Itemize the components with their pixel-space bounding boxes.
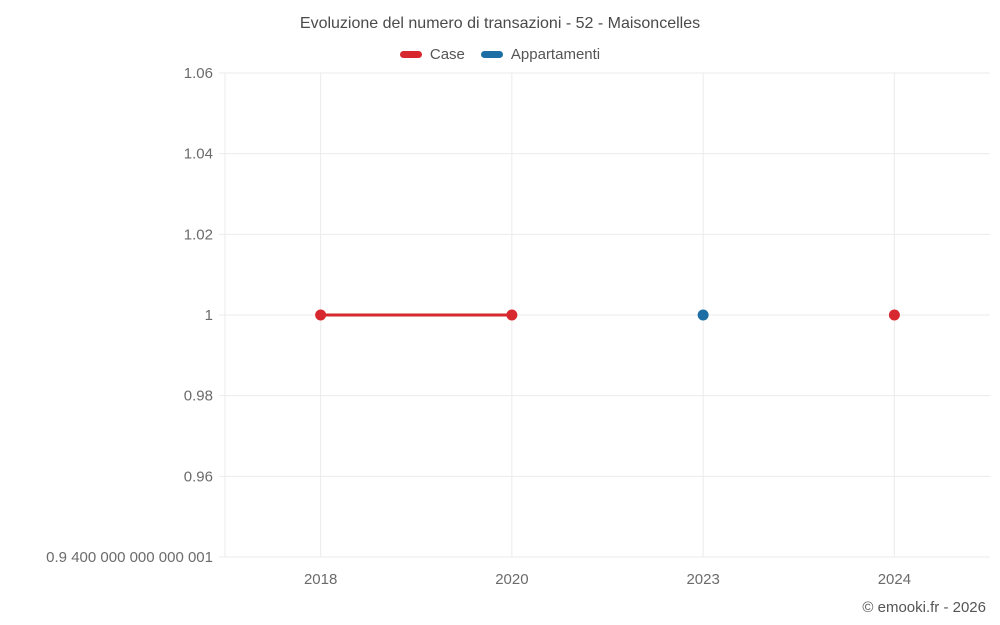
y-axis-label: 0.9 400 000 000 000 001	[46, 549, 213, 566]
case-legend-swatch-icon	[399, 51, 422, 58]
data-point-appartamenti-2023[interactable]	[697, 309, 709, 321]
legend-label-case: Case	[429, 46, 465, 63]
data-point-case-2018[interactable]	[315, 309, 327, 321]
x-axis-label: 2023	[686, 571, 719, 588]
legend-label-appartamenti: Appartamenti	[510, 46, 601, 63]
x-axis-label: 2018	[304, 571, 337, 588]
copyright: © emooki.fr - 2026	[862, 599, 986, 616]
y-axis-label: 0.96	[184, 468, 213, 485]
chart-title: Evoluzione del numero di transazioni - 5…	[299, 15, 701, 32]
chart-legend: Case Appartamenti	[0, 46, 1000, 63]
x-axis-label: 2020	[495, 571, 528, 588]
data-point-case-2020[interactable]	[506, 309, 518, 321]
appartamenti-legend-swatch-icon	[480, 51, 503, 58]
y-axis-label: 1.06	[184, 65, 213, 82]
legend-item-appartamenti[interactable]: Appartamenti	[480, 46, 601, 63]
legend-item-case[interactable]: Case	[399, 46, 465, 63]
y-axis-label: 0.98	[184, 388, 213, 405]
y-axis-label: 1	[205, 307, 213, 324]
y-axis-label: 1.04	[184, 146, 213, 163]
y-axis-label: 1.02	[184, 226, 213, 243]
data-point-case-2024[interactable]	[888, 309, 900, 321]
x-axis-label: 2024	[878, 571, 911, 588]
